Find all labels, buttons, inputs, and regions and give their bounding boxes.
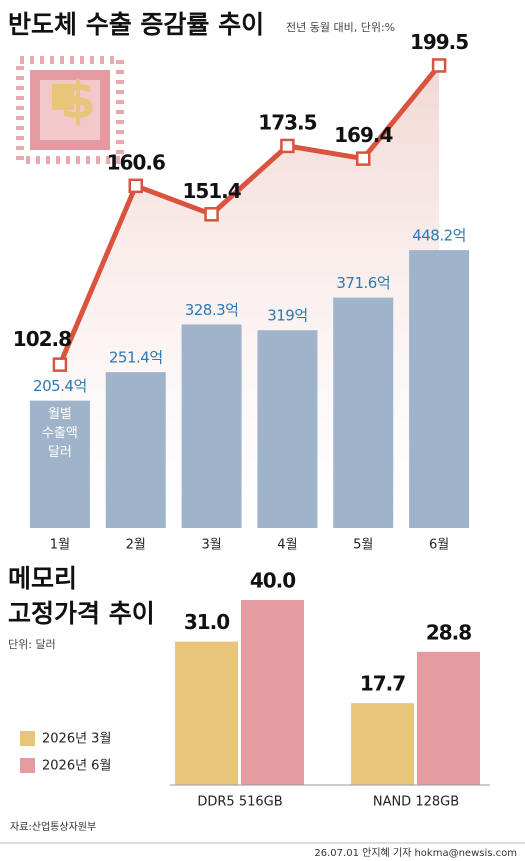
chart-subtitle: 전년 동월 대비, 단위:% xyxy=(286,21,395,34)
line-value-label: 169.4 xyxy=(334,123,392,147)
bar xyxy=(333,297,394,528)
x-tick-label: 4월 xyxy=(277,538,297,553)
bar-value-label: 371.6억 xyxy=(336,274,390,292)
line-value-label: 160.6 xyxy=(107,150,165,174)
x-tick-label: 5월 xyxy=(353,538,373,553)
bar xyxy=(105,372,166,528)
source: 자료:산업통상자원부 xyxy=(10,820,96,833)
line-marker xyxy=(204,207,219,222)
bar xyxy=(257,330,318,528)
legend-label: 2026년 6월 xyxy=(42,759,111,774)
chart-subtitle: 단위: 달러 xyxy=(8,638,56,651)
bar-note: 월별 xyxy=(48,407,72,422)
line-marker xyxy=(52,357,68,372)
chart-title: 고정가격 추이 xyxy=(8,599,155,628)
line-value-label: 151.4 xyxy=(182,179,240,203)
bar-value-label: 40.0 xyxy=(250,569,295,593)
bar-value-label: 448.2억 xyxy=(412,227,466,245)
line-value-label: 102.8 xyxy=(13,327,71,351)
bar-value-label: 17.7 xyxy=(360,672,405,696)
bar xyxy=(175,641,238,785)
x-tick-label: 2월 xyxy=(126,538,146,553)
x-tick-label: 6월 xyxy=(429,538,449,553)
bar-value-label: 319억 xyxy=(267,307,307,325)
line-marker xyxy=(128,178,143,194)
legend-swatch xyxy=(20,731,35,746)
bar-note: 달러 xyxy=(48,445,72,460)
bar-value-label: 28.8 xyxy=(426,620,471,644)
line-value-label: 173.5 xyxy=(258,110,316,134)
chart-title: 반도체 수출 증감률 추이 xyxy=(8,10,264,39)
bar-value-label: 251.4억 xyxy=(109,349,163,367)
bar-value-label: 205.4억 xyxy=(33,377,87,395)
bar xyxy=(409,250,470,528)
bar xyxy=(351,703,414,785)
x-tick-label: 1월 xyxy=(50,538,70,553)
bar xyxy=(241,600,304,785)
legend-label: 2026년 3월 xyxy=(42,732,111,747)
credit: 26.07.01 안지혜 기자 hokma@newsis.com xyxy=(314,847,517,859)
x-tick-label: NAND 128GB xyxy=(373,795,459,810)
line-marker xyxy=(431,58,447,73)
chart-title: 메모리 xyxy=(8,564,77,593)
line-marker xyxy=(280,138,295,154)
line xyxy=(57,63,442,366)
x-tick-label: DDR5 516GB xyxy=(197,795,282,810)
x-tick-label: 3월 xyxy=(201,538,221,553)
bar xyxy=(29,400,90,528)
legend-swatch xyxy=(20,758,35,773)
svg-text:$: $ xyxy=(60,71,96,131)
bar-value-label: 31.0 xyxy=(184,610,229,634)
line-marker xyxy=(356,151,371,166)
chip-icon: $ xyxy=(16,56,124,164)
bar xyxy=(417,651,480,785)
line-value-label: 199.5 xyxy=(410,30,468,54)
bar xyxy=(181,324,242,528)
bar-value-label: 328.3억 xyxy=(185,301,239,319)
bar-note: 수출액 xyxy=(42,426,78,441)
